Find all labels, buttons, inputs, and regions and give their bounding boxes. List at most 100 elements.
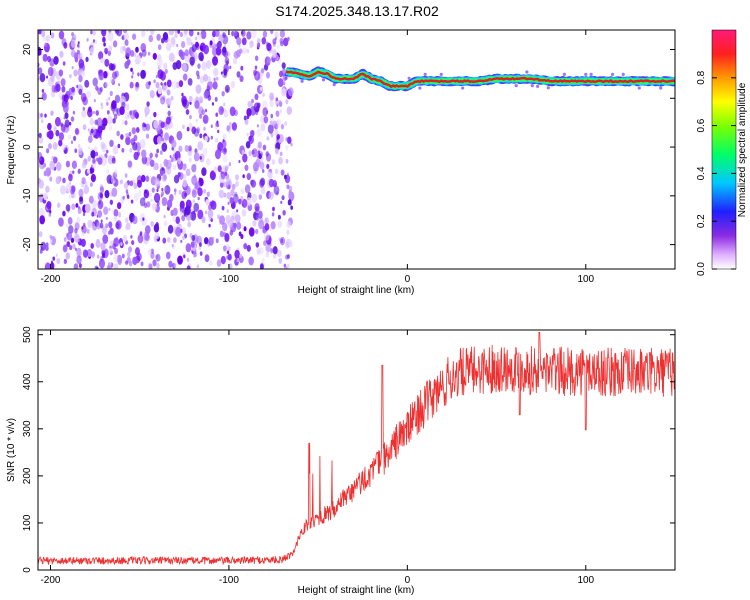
- spectral-noise-blob: [176, 43, 179, 48]
- spectral-noise-blob: [62, 103, 69, 114]
- spectral-noise-blob: [87, 219, 93, 229]
- spectral-noise-blob: [137, 72, 140, 77]
- spectral-noise-blob: [197, 209, 204, 220]
- spectral-noise-blob: [184, 145, 189, 152]
- spectral-noise-blob: [110, 64, 116, 71]
- spectral-noise-blob: [224, 84, 230, 93]
- spectral-noise-blob: [171, 139, 177, 149]
- spectral-noise-blob: [177, 255, 183, 265]
- spectral-noise-blob: [125, 47, 132, 57]
- spectral-noise-blob: [55, 129, 60, 137]
- spectral-noise-blob: [260, 177, 266, 186]
- spectral-noise-blob: [100, 141, 106, 149]
- spectral-noise-blob: [278, 99, 283, 107]
- spectral-noise-blob: [81, 161, 87, 169]
- spectral-noise-blob: [109, 262, 112, 266]
- spectral-noise-blob: [159, 163, 163, 168]
- spectral-noise-blob: [269, 92, 275, 101]
- spectral-noise-blob: [274, 148, 279, 155]
- spectral-noise-blob: [156, 188, 159, 193]
- spectral-noise-blob: [163, 220, 168, 227]
- spectral-noise-blob: [84, 203, 91, 214]
- spectral-noise-blob: [163, 214, 166, 219]
- spectral-noise-blob: [285, 137, 289, 142]
- spectral-noise-blob: [212, 81, 218, 90]
- spectral-noise-blob: [125, 222, 131, 230]
- spectral-noise-blob: [94, 119, 98, 126]
- spectral-noise-blob: [121, 120, 125, 125]
- spectral-noise-blob: [52, 256, 56, 261]
- spectral-noise-blob: [61, 143, 66, 151]
- spectral-noise-blob: [286, 136, 292, 144]
- spectral-noise-blob: [81, 231, 85, 236]
- spectral-noise-blob: [76, 217, 81, 224]
- track-fringe-dot: [300, 79, 304, 83]
- spectral-noise-blob: [165, 159, 172, 170]
- spectral-noise-blob: [166, 79, 172, 88]
- spectral-noise-blob: [288, 185, 293, 192]
- spectral-noise-blob: [269, 226, 272, 232]
- spectral-noise-blob: [199, 133, 203, 139]
- spectral-noise-blob: [246, 172, 252, 181]
- spectral-noise-blob: [186, 126, 190, 132]
- spectral-noise-blob: [206, 80, 213, 91]
- spectral-noise-blob: [107, 31, 114, 42]
- spectral-noise-blob: [244, 184, 251, 194]
- spectral-noise-blob: [139, 197, 146, 207]
- spectral-noise-blob: [155, 75, 158, 79]
- spectral-noise-blob: [171, 243, 174, 248]
- spectral-noise-blob: [45, 167, 52, 177]
- spectral-noise-blob: [200, 30, 207, 40]
- spectral-noise-blob: [112, 71, 117, 80]
- spectral-noise-blob: [75, 203, 79, 208]
- spectral-noise-blob: [78, 197, 84, 205]
- spectral-noise-blob: [165, 42, 172, 52]
- spectral-noise-blob: [174, 30, 178, 34]
- spectral-noise-blob: [280, 238, 284, 244]
- spectral-noise-blob: [84, 79, 90, 88]
- spectral-noise-blob: [108, 207, 111, 212]
- spectral-noise-blob: [164, 186, 167, 191]
- spectral-noise-blob: [218, 34, 224, 43]
- spectral-noise-blob: [165, 251, 171, 260]
- spectral-noise-blob: [87, 145, 91, 150]
- spectral-noise-blob: [58, 69, 64, 77]
- spectral-noise-blob: [279, 151, 283, 157]
- spectral-noise-blob: [274, 168, 279, 175]
- spectral-noise-blob: [176, 130, 183, 141]
- spectral-noise-blob: [203, 73, 208, 82]
- spectral-noise-blob: [246, 115, 250, 120]
- spectral-noise-blob: [128, 131, 132, 137]
- spectral-noise-blob: [50, 239, 53, 243]
- spectral-noise-blob: [185, 243, 192, 253]
- spectral-noise-blob: [164, 132, 170, 141]
- spectral-noise-blob: [275, 110, 280, 117]
- spectral-noise-blob: [63, 116, 66, 120]
- spectral-noise-blob: [192, 199, 196, 204]
- spectral-noise-blob: [233, 50, 239, 60]
- spectral-noise-blob: [82, 124, 87, 131]
- spectral-noise-blob: [62, 244, 68, 253]
- spectral-noise-blob: [271, 49, 277, 59]
- spectral-noise-blob: [199, 251, 203, 256]
- spectral-noise-blob: [242, 153, 248, 163]
- spectral-noise-blob: [114, 169, 118, 175]
- spectral-noise-blob: [221, 91, 225, 97]
- spectral-noise-blob: [185, 109, 190, 115]
- spectral-noise-blob: [198, 96, 204, 104]
- spectral-noise-blob: [240, 188, 245, 195]
- spectral-noise-blob: [102, 234, 109, 244]
- spectral-noise-blob: [188, 145, 192, 152]
- spectral-noise-blob: [98, 133, 102, 138]
- spectral-noise-blob: [92, 223, 95, 227]
- spectral-noise-blob: [63, 258, 67, 265]
- spectral-noise-blob: [70, 116, 75, 122]
- spectral-noise-blob: [71, 160, 78, 169]
- spectral-noise-blob: [207, 76, 211, 83]
- spectral-noise-blob: [47, 66, 54, 77]
- spectral-noise-blob: [70, 95, 73, 101]
- spectral-noise-blob: [247, 100, 252, 108]
- spectral-noise-blob: [47, 142, 52, 150]
- spectral-noise-blob: [215, 46, 222, 56]
